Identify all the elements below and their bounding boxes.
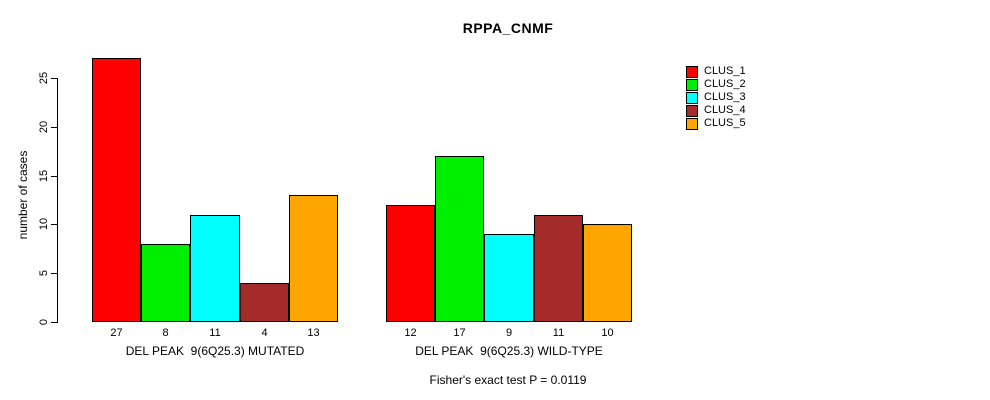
bar-clus_3-group1: [190, 215, 240, 322]
legend-label: CLUS_5: [704, 117, 746, 129]
bar-value-label: 11: [209, 327, 221, 339]
y-tick-mark: [51, 127, 58, 128]
legend-label: CLUS_1: [704, 65, 746, 77]
group-label-mutated: DEL PEAK 9(6Q25.3) MUTATED: [125, 344, 305, 358]
y-axis-title: number of cases: [16, 150, 30, 240]
y-tick-label: 25: [38, 71, 50, 85]
bar-value-label: 8: [162, 327, 169, 339]
legend-row-clus_1: CLUS_1: [686, 65, 746, 78]
group-label-wild-type: DEL PEAK 9(6Q25.3) WILD-TYPE: [415, 344, 603, 358]
legend-row-clus_4: CLUS_4: [686, 104, 746, 117]
y-tick-label: 10: [38, 217, 50, 231]
bar-value-label: 17: [453, 327, 466, 339]
y-tick-mark: [51, 176, 58, 177]
legend-swatch-clus_4: [686, 104, 698, 117]
fisher-test-annotation: Fisher's exact test P = 0.0119: [429, 373, 587, 387]
bar-clus_3-group2: [484, 234, 534, 322]
y-tick-mark: [51, 224, 58, 225]
y-tick-label: 20: [38, 120, 50, 134]
bar-value-label: 12: [404, 327, 417, 339]
y-tick-mark: [51, 273, 58, 274]
bar-clus_1-group2: [386, 205, 435, 322]
legend-label: CLUS_3: [704, 91, 746, 103]
legend-swatch-clus_1: [686, 65, 698, 78]
bar-clus_5-group1: [289, 195, 338, 322]
y-axis-line: [57, 78, 58, 323]
legend-row-clus_5: CLUS_5: [686, 117, 746, 130]
legend-label: CLUS_2: [704, 78, 746, 90]
y-tick-label: 0: [38, 318, 50, 326]
bar-clus_1-group1: [92, 58, 141, 322]
y-tick-label: 15: [38, 169, 50, 183]
chart-title: RPPA_CNMF: [462, 20, 554, 36]
bar-clus_2-group2: [435, 156, 484, 322]
legend: CLUS_1 CLUS_2 CLUS_3 CLUS_4 CLUS_5: [686, 65, 746, 130]
bar-value-label: 11: [552, 327, 565, 339]
bar-value-label: 9: [505, 327, 513, 339]
legend-swatch-clus_3: [686, 91, 698, 104]
legend-row-clus_2: CLUS_2: [686, 78, 746, 91]
bar-value-label: 13: [307, 327, 320, 339]
legend-row-clus_3: CLUS_3: [686, 91, 746, 104]
bar-clus_4-group1: [240, 283, 289, 322]
y-tick-mark: [51, 322, 58, 323]
legend-swatch-clus_2: [686, 78, 698, 91]
bar-clus_4-group2: [534, 215, 583, 322]
y-tick-mark: [51, 78, 58, 79]
bar-value-label: 4: [261, 327, 268, 339]
legend-label: CLUS_4: [704, 104, 746, 116]
bar-clus_5-group2: [583, 224, 632, 322]
legend-swatch-clus_5: [686, 117, 698, 130]
bar-clus_2-group1: [141, 244, 190, 322]
y-tick-label: 5: [38, 269, 50, 277]
bar-value-label: 10: [601, 327, 614, 339]
bar-value-label: 27: [110, 327, 123, 339]
